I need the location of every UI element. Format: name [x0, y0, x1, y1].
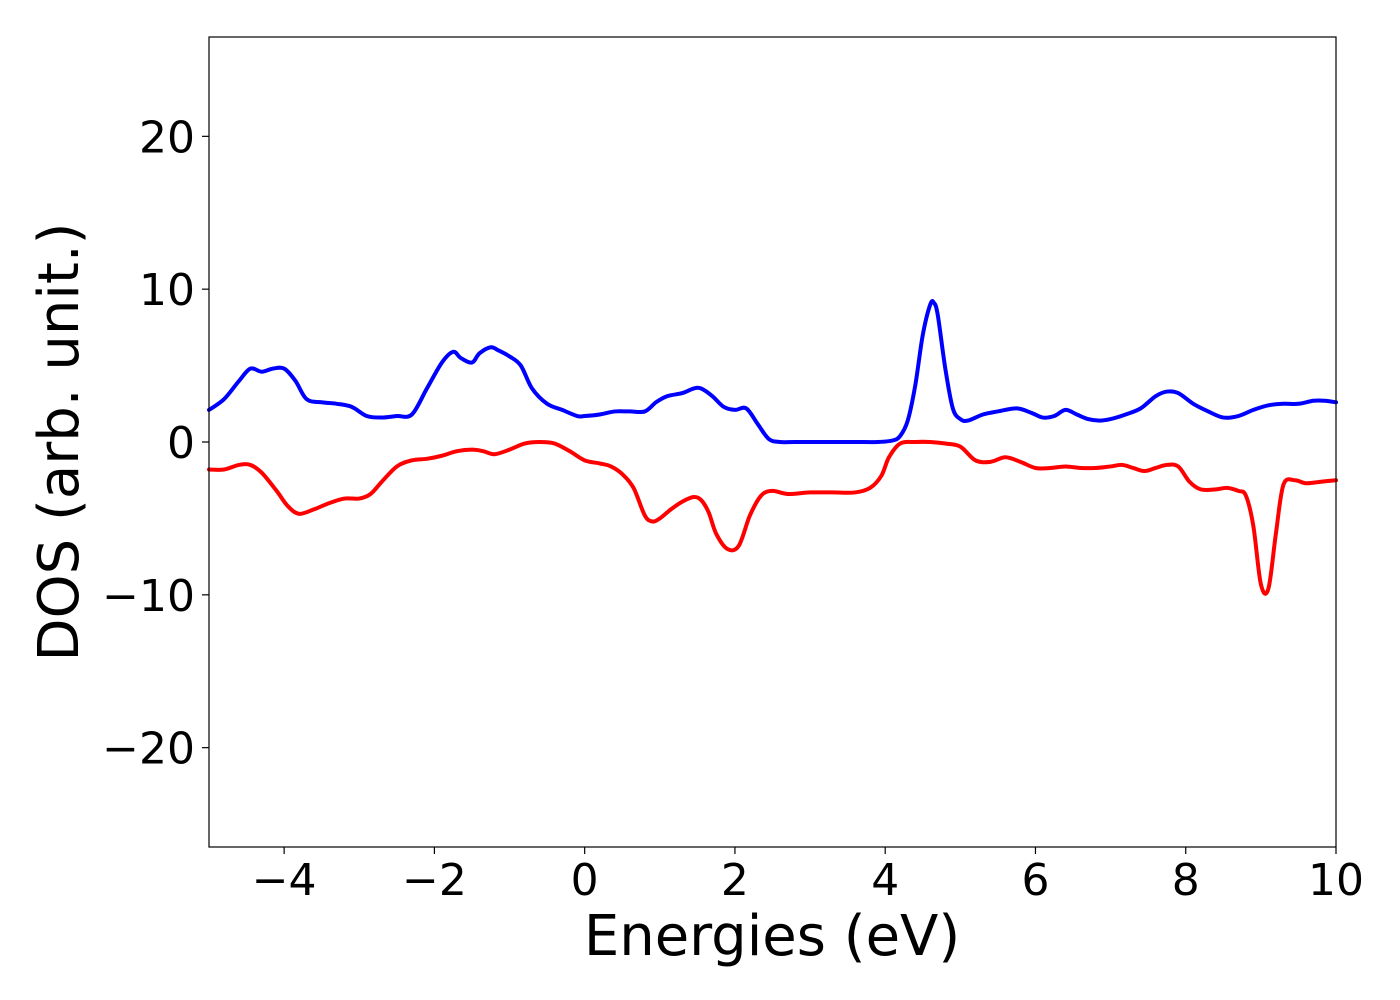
y-tick-label: −20: [102, 724, 195, 775]
x-tick-label: −2: [402, 855, 467, 906]
series-line-1: [207, 299, 1338, 445]
y-tick-label: 20: [139, 112, 195, 163]
x-tick-label: −4: [252, 855, 317, 906]
y-tick-label: 0: [167, 418, 195, 469]
x-tick-label: 8: [1172, 855, 1200, 906]
x-tick-label: 6: [1021, 855, 1049, 906]
y-tick-label: −10: [102, 571, 195, 622]
y-axis-label: DOS (arb. unit.): [27, 222, 92, 661]
series-layer: [207, 299, 1338, 596]
x-tick-label: 4: [871, 855, 899, 906]
x-tick-label: 0: [571, 855, 599, 906]
x-tick-label: 2: [721, 855, 749, 906]
x-axis-label: Energies (eV): [584, 904, 960, 969]
series-line-2: [207, 439, 1338, 596]
x-tick-label: 10: [1308, 855, 1364, 906]
y-tick-label: 10: [139, 265, 195, 316]
